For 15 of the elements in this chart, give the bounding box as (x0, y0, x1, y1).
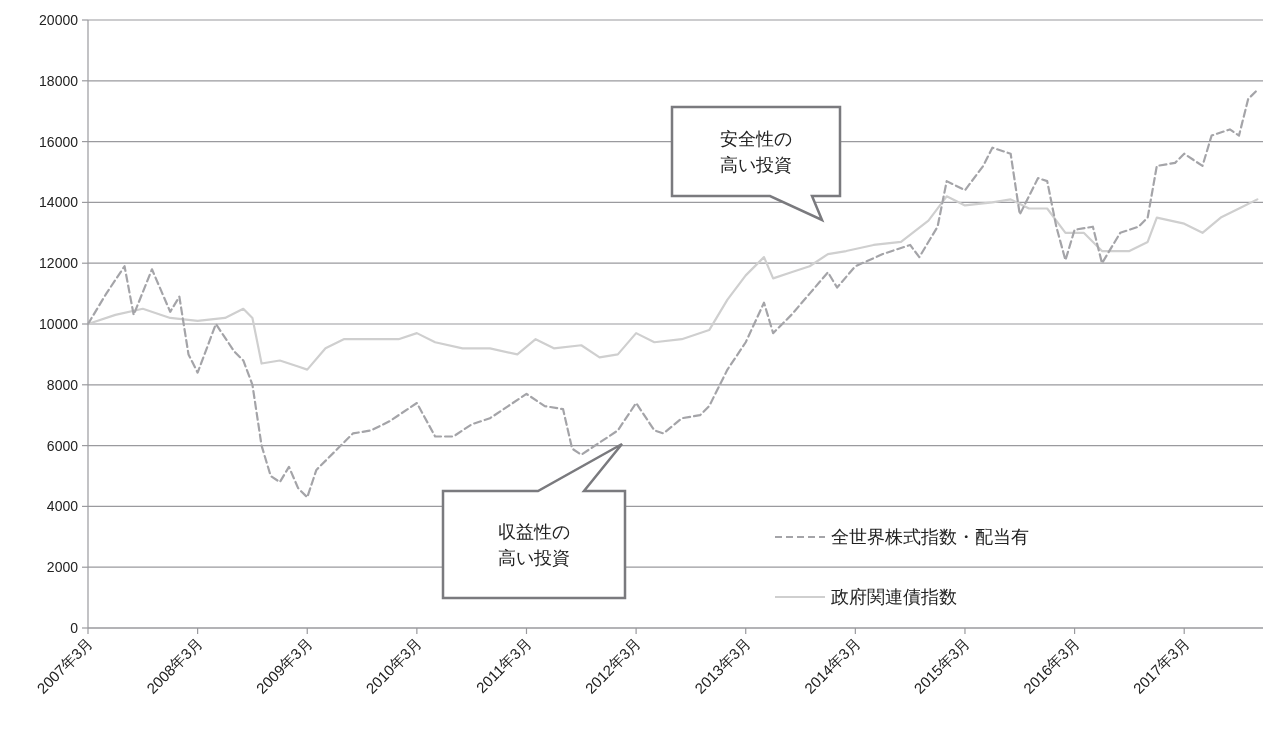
y-tick-label: 18000 (39, 72, 79, 89)
y-tick-label: 12000 (39, 255, 79, 272)
y-tick-label: 6000 (46, 437, 79, 454)
annotation: 収益性の高い投資 (498, 521, 570, 568)
y-tick-label: 8000 (46, 376, 79, 393)
y-tick-label: 16000 (39, 133, 79, 150)
y-tick-label: 20000 (39, 12, 79, 28)
annotation: 安全性の高い投資 (720, 128, 792, 175)
y-tick-label: 14000 (39, 194, 79, 211)
y-tick-label: 10000 (39, 316, 79, 332)
y-tick-label: 2000 (46, 559, 79, 576)
legend-label: 政府関連債指数 (831, 587, 957, 607)
y-tick-label: 4000 (46, 498, 79, 515)
y-tick-label: 0 (70, 620, 79, 636)
legend-label: 全世界株式指数・配当有 (831, 527, 1029, 547)
